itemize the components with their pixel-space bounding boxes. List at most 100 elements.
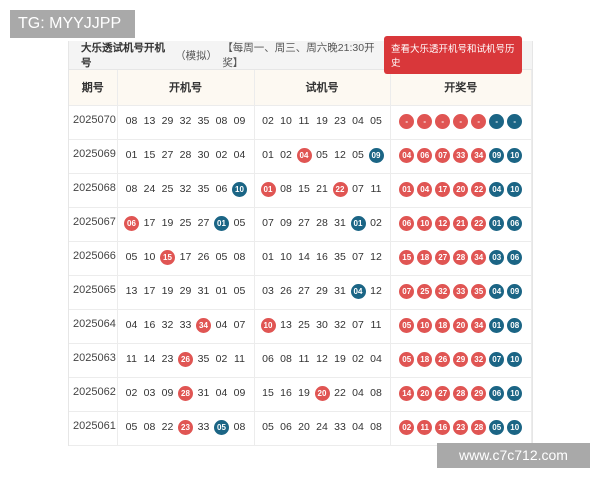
number: 08: [280, 353, 292, 366]
number: 31: [197, 285, 210, 298]
table-row: 2025064 04 16 32 33 34 04 07 10 13 25 30 32 07 11 05 10 1…: [69, 309, 532, 344]
blue-ball-number: 05: [214, 420, 229, 436]
number: 31: [197, 387, 210, 400]
number: 28: [316, 217, 328, 230]
red-ball-number: 18: [435, 318, 451, 334]
red-ball-number: 16: [435, 420, 451, 436]
red-ball-number: 33: [453, 148, 469, 164]
panel-title: 大乐透试机号开机号: [81, 42, 165, 69]
results-table: 期号 开机号 试机号 开奖号 2025070 08 13 29 32 35 08 09 02 10…: [69, 70, 532, 446]
red-ball-number: 20: [453, 318, 469, 334]
red-ball-number: 10: [417, 216, 433, 232]
open-numbers-cell: 06 17 19 25 27 01 05: [117, 207, 255, 242]
period-cell: 2025066: [69, 241, 118, 276]
trial-numbers-cell: 05 06 20 24 33 04 08: [254, 411, 391, 446]
number: 12: [316, 353, 328, 366]
number: 31: [334, 285, 346, 298]
red-ball-number: 18: [417, 352, 433, 368]
number: 33: [197, 421, 210, 434]
red-ball-number: 06: [124, 216, 139, 232]
trial-numbers-cell: 01 02 04 05 12 05 09: [254, 139, 391, 174]
red-ball-number: 10: [417, 318, 433, 334]
blue-ball-number: 10: [507, 182, 523, 198]
number: 05: [125, 421, 138, 434]
trial-numbers-cell: 15 16 19 20 22 04 08: [254, 377, 391, 412]
number: 02: [125, 387, 138, 400]
winning-numbers-cell: -------: [390, 105, 532, 140]
blue-ball-number: 09: [507, 284, 523, 300]
red-ball-number: 14: [399, 386, 415, 402]
red-ball-number: -: [435, 114, 451, 130]
number: 32: [179, 115, 192, 128]
number: 01: [262, 251, 274, 264]
blue-ball-number: 10: [507, 352, 523, 368]
trial-numbers-cell: 01 10 14 16 35 07 12: [254, 241, 391, 276]
open-numbers-cell: 05 08 22 23 33 05 08: [117, 411, 255, 446]
number: 05: [233, 217, 246, 230]
blue-ball-number: 03: [489, 250, 505, 266]
number: 11: [298, 115, 310, 128]
red-ball-number: 07: [435, 148, 451, 164]
number: 08: [125, 183, 138, 196]
red-ball-number: 32: [471, 352, 487, 368]
red-ball-number: 10: [260, 318, 276, 334]
number: 35: [197, 353, 210, 366]
red-ball-number: 22: [471, 216, 487, 232]
number: 17: [143, 285, 156, 298]
blue-ball-number: 04: [489, 284, 505, 300]
number: 01: [125, 149, 138, 162]
red-ball-number: -: [417, 114, 433, 130]
number: 11: [370, 183, 382, 196]
number: 26: [197, 251, 210, 264]
number: 02: [280, 149, 292, 162]
lottery-panel: 大乐透试机号开机号 （模拟） 【每周一、周三、周六晚21:30开奖】 查看大乐透…: [68, 36, 533, 446]
number: 11: [234, 353, 245, 366]
red-ball-number: 35: [471, 284, 487, 300]
open-numbers-cell: 11 14 23 26 35 02 11: [117, 343, 255, 378]
blue-ball-number: 06: [507, 216, 523, 232]
number: 08: [215, 115, 228, 128]
number: 32: [161, 319, 174, 332]
blue-ball-number: 01: [350, 216, 366, 232]
red-ball-number: 29: [471, 386, 487, 402]
red-ball-number: 20: [314, 386, 330, 402]
blue-ball-number: 01: [214, 216, 229, 232]
open-numbers-cell: 08 13 29 32 35 08 09: [117, 105, 255, 140]
trial-numbers-cell: 10 13 25 30 32 07 11: [254, 309, 391, 344]
number: 10: [280, 251, 292, 264]
number: 29: [161, 115, 174, 128]
blue-ball-number: 05: [489, 420, 505, 436]
number: 04: [125, 319, 138, 332]
number: 06: [262, 353, 274, 366]
number: 10: [280, 115, 292, 128]
blue-ball-number: -: [507, 114, 523, 130]
blue-ball-number: 04: [350, 284, 366, 300]
number: 03: [143, 387, 156, 400]
number: 27: [298, 285, 310, 298]
open-numbers-cell: 01 15 27 28 30 02 04: [117, 139, 255, 174]
number: 10: [143, 251, 156, 264]
blue-ball-number: 10: [232, 182, 247, 198]
number: 08: [233, 421, 246, 434]
red-ball-number: 06: [417, 148, 433, 164]
red-ball-number: -: [471, 114, 487, 130]
red-ball-number: 33: [453, 284, 469, 300]
red-ball-number: 34: [471, 148, 487, 164]
number: 23: [161, 353, 174, 366]
table-row: 2025062 02 03 09 28 31 04 09 15 16 19 20 22 04 08 14 20 2…: [69, 377, 532, 412]
number: 08: [233, 251, 246, 264]
history-button[interactable]: 查看大乐透开机号和试机号历史: [383, 36, 522, 74]
number: 01: [262, 149, 274, 162]
number: 15: [298, 183, 310, 196]
number: 19: [334, 353, 346, 366]
open-numbers-cell: 02 03 09 28 31 04 09: [117, 377, 255, 412]
number: 26: [280, 285, 292, 298]
number: 19: [161, 285, 174, 298]
number: 30: [316, 319, 328, 332]
number: 09: [233, 387, 246, 400]
red-ball-number: 26: [178, 352, 193, 368]
red-ball-number: 27: [435, 386, 451, 402]
period-cell: 2025061: [69, 411, 118, 446]
red-ball-number: 11: [417, 420, 433, 436]
blue-ball-number: 01: [489, 318, 505, 334]
